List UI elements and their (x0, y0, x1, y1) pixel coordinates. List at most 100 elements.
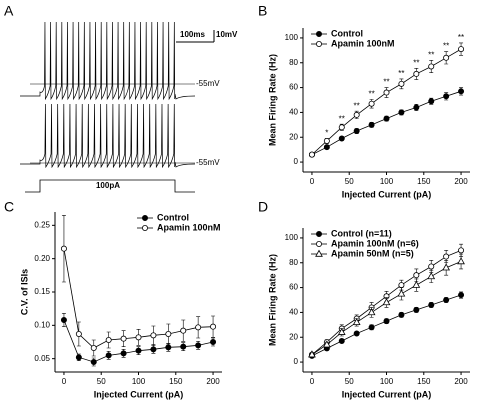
point (338, 135, 345, 142)
point (382, 298, 391, 306)
x-axis-title: Injected Current (pA) (342, 189, 432, 199)
current-label: 100pA (96, 181, 120, 190)
point (398, 311, 405, 318)
point (398, 109, 405, 116)
y-tick-label: 0 (294, 157, 299, 166)
point (413, 272, 420, 279)
point (338, 337, 345, 344)
series-line (311, 90, 462, 155)
point (458, 292, 465, 299)
point (150, 332, 157, 339)
point (195, 342, 202, 349)
x-tick-label: 150 (417, 377, 431, 386)
point (338, 124, 345, 131)
significance-label: ** (443, 42, 449, 51)
y-axis-title: Mean Firing Rate (Hz) (267, 54, 277, 146)
y-tick-label: 80 (289, 58, 298, 67)
legend-label: Apamin 100nM (157, 222, 221, 232)
point (323, 137, 330, 144)
y-tick-label: 0.25 (34, 220, 50, 229)
point (412, 280, 421, 288)
point (397, 289, 406, 297)
point (60, 245, 67, 252)
legend-label: Apamin 50nM (n=5) (331, 248, 414, 258)
point (383, 115, 390, 122)
level-label: -55mV (196, 79, 220, 88)
point (90, 358, 97, 365)
point (413, 306, 420, 313)
point (90, 344, 97, 351)
point (428, 98, 435, 105)
significance-label: ** (383, 78, 389, 87)
point (367, 308, 376, 316)
point (180, 343, 187, 350)
point (352, 318, 361, 326)
legend-label: Control (n=11) (331, 228, 392, 238)
y-tick-label: 0 (294, 357, 299, 366)
point (368, 100, 375, 107)
legend-label: Control (331, 28, 363, 38)
legend-marker (141, 224, 148, 231)
panel-label: A (4, 3, 14, 19)
legend-label: Apamin 100nM (n=6) (331, 238, 419, 248)
point (210, 323, 217, 330)
scale-label: 100ms (180, 30, 205, 39)
point (368, 324, 375, 331)
point (120, 350, 127, 357)
x-tick-label: 0 (310, 377, 315, 386)
point (105, 336, 112, 343)
point (428, 63, 435, 70)
point (398, 282, 405, 289)
level-label: -55mV (196, 158, 220, 167)
significance-label: ** (398, 69, 404, 78)
y-tick-label: 0.05 (34, 354, 50, 363)
legend-label: Control (157, 212, 189, 222)
point (368, 121, 375, 128)
legend-label: Apamin 100nM (331, 38, 395, 48)
voltage-trace (20, 21, 196, 101)
x-tick-label: 150 (417, 177, 431, 186)
x-tick-label: 100 (132, 377, 146, 386)
point (308, 350, 316, 358)
point (458, 88, 465, 95)
series-line (311, 48, 462, 155)
point (443, 54, 450, 61)
significance-label: ** (413, 58, 419, 67)
point (428, 263, 435, 270)
point (165, 344, 172, 351)
point (353, 128, 360, 135)
x-tick-label: 50 (345, 377, 354, 386)
point (180, 327, 187, 334)
point (195, 324, 202, 331)
y-tick-label: 20 (289, 332, 298, 341)
legend-marker (315, 249, 323, 257)
point (353, 330, 360, 337)
significance-label: ** (458, 33, 464, 42)
point (150, 346, 157, 353)
y-tick-label: 60 (289, 83, 298, 92)
y-axis-title: C.V. of ISIs (19, 269, 29, 315)
x-tick-label: 150 (169, 377, 183, 386)
y-tick-label: 40 (289, 308, 298, 317)
panel-label: C (4, 199, 14, 215)
point (337, 327, 346, 335)
point (353, 111, 360, 118)
x-tick-label: 0 (310, 177, 315, 186)
point (135, 347, 142, 354)
x-tick-label: 200 (454, 377, 468, 386)
x-tick-label: 100 (380, 377, 394, 386)
point (457, 257, 465, 265)
x-tick-label: 200 (454, 177, 468, 186)
point (165, 330, 172, 337)
y-tick-label: 0.15 (34, 287, 50, 296)
y-tick-label: 0.20 (34, 254, 50, 263)
point (75, 330, 82, 337)
x-tick-label: 200 (206, 377, 220, 386)
scale-label: 10mV (216, 30, 238, 39)
panel-label: B (258, 3, 267, 19)
legend-marker (315, 41, 322, 48)
point (105, 352, 112, 359)
significance-label: ** (428, 50, 434, 59)
point (443, 93, 450, 100)
